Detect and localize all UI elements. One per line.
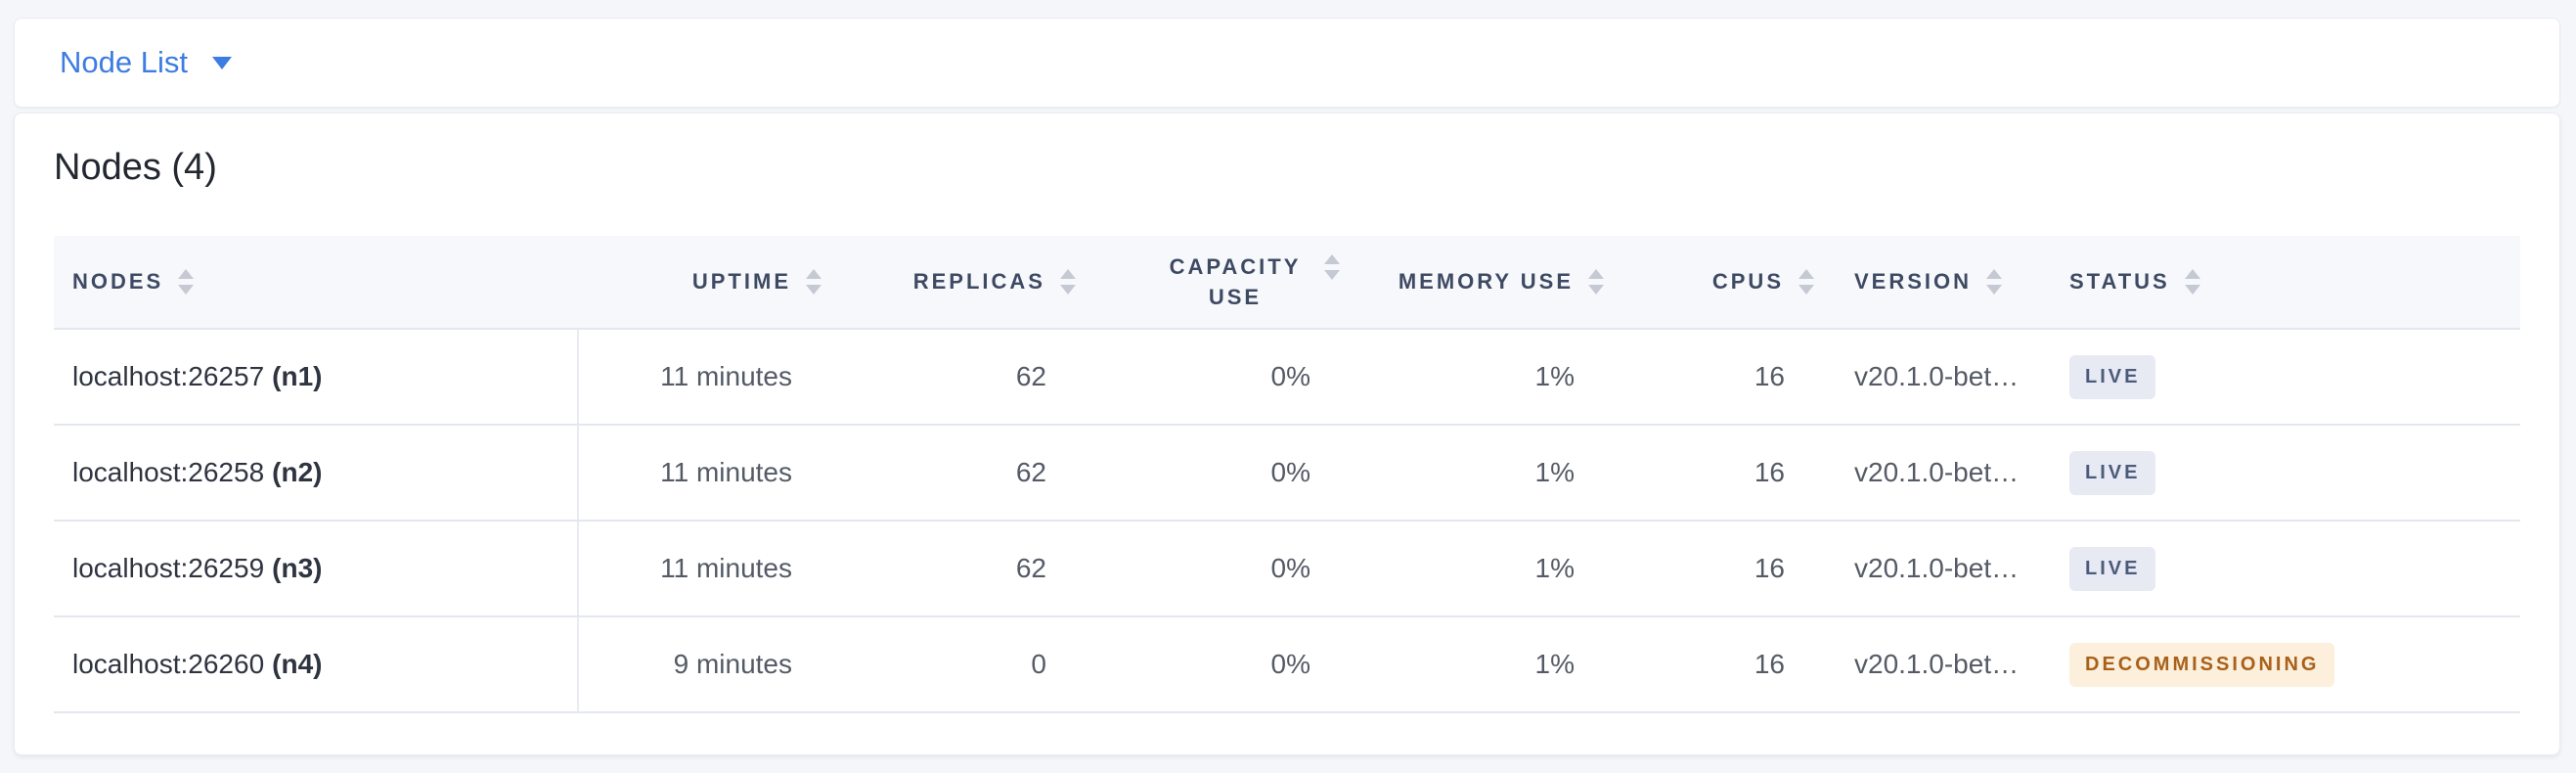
- replicas-cell: 0: [825, 616, 1080, 713]
- status-cell: DECOMMISSIONING: [2048, 616, 2520, 713]
- column-label: UPTIME: [691, 269, 791, 294]
- sort-arrows-icon: [2184, 269, 2200, 295]
- column-label: MEMORY USE: [1398, 269, 1574, 294]
- capacity-use-cell: 0%: [1080, 616, 1344, 713]
- version-cell: v20.1.0-bet…: [1818, 616, 2048, 713]
- sort-button-memory-use[interactable]: MEMORY USE: [1344, 236, 1608, 328]
- sort-arrows-icon: [806, 269, 822, 295]
- column-header-capacity-use: CAPACITY USE: [1080, 236, 1344, 330]
- column-label: NODES: [72, 269, 164, 294]
- sort-arrows-icon: [1324, 254, 1340, 280]
- node-address: localhost:26259: [72, 553, 265, 583]
- uptime-cell: 11 minutes: [578, 425, 825, 522]
- replicas-cell: 62: [825, 329, 1080, 426]
- column-header-uptime: UPTIME: [578, 236, 825, 330]
- version-cell: v20.1.0-bet…: [1818, 329, 2048, 426]
- column-header-version: VERSION: [1818, 236, 2048, 330]
- view-dropdown-label: Node List: [60, 45, 188, 79]
- column-header-memory-use: MEMORY USE: [1344, 236, 1608, 330]
- cpus-cell: 16: [1608, 425, 1818, 522]
- node-id: (n3): [272, 553, 323, 583]
- column-label: REPLICAS: [912, 269, 1045, 294]
- uptime-cell: 11 minutes: [578, 329, 825, 426]
- table-header-row: NODES UPTIME REPLICAS: [54, 236, 2520, 330]
- column-label: STATUS: [2069, 269, 2170, 294]
- status-badge: LIVE: [2069, 450, 2156, 495]
- node-address-cell[interactable]: localhost:26260 (n4): [54, 616, 579, 713]
- table-row: localhost:26260 (n4) 9 minutes 0 0% 1% 16…: [54, 616, 2520, 713]
- chevron-down-icon: [211, 56, 232, 69]
- sort-button-replicas[interactable]: REPLICAS: [825, 236, 1080, 328]
- capacity-use-cell: 0%: [1080, 425, 1344, 522]
- status-badge: DECOMMISSIONING: [2069, 642, 2335, 687]
- column-header-replicas: REPLICAS: [825, 236, 1080, 330]
- capacity-use-cell: 0%: [1080, 329, 1344, 426]
- table-row: localhost:26258 (n2) 11 minutes 62 0% 1% …: [54, 425, 2520, 522]
- capacity-use-cell: 0%: [1080, 521, 1344, 617]
- memory-use-cell: 1%: [1344, 521, 1608, 617]
- node-address-cell[interactable]: localhost:26257 (n1): [54, 329, 579, 426]
- column-label: CPUS: [1711, 269, 1784, 294]
- node-id: (n2): [272, 457, 323, 487]
- nodes-table: NODES UPTIME REPLICAS: [54, 236, 2520, 713]
- node-address: localhost:26260: [72, 649, 265, 679]
- table-row: localhost:26257 (n1) 11 minutes 62 0% 1% …: [54, 329, 2520, 426]
- uptime-cell: 11 minutes: [578, 521, 825, 617]
- page-title: Nodes (4): [54, 147, 217, 188]
- view-selector-bar: Node List: [14, 18, 2560, 108]
- node-address-cell[interactable]: localhost:26258 (n2): [54, 425, 579, 522]
- sort-arrows-icon: [1986, 269, 2003, 295]
- sort-button-nodes[interactable]: NODES: [54, 236, 578, 328]
- sort-arrows-icon: [178, 269, 195, 295]
- nodes-card: Nodes (4) NODES UPTIME: [14, 113, 2560, 755]
- memory-use-cell: 1%: [1344, 616, 1608, 713]
- node-address: localhost:26258: [72, 457, 265, 487]
- column-label: VERSION: [1854, 269, 1973, 294]
- sort-button-cpus[interactable]: CPUS: [1608, 236, 1818, 328]
- column-header-nodes: NODES: [54, 236, 578, 330]
- replicas-cell: 62: [825, 425, 1080, 522]
- node-address-cell[interactable]: localhost:26259 (n3): [54, 521, 579, 617]
- sort-arrows-icon: [1060, 269, 1076, 295]
- cpus-cell: 16: [1608, 329, 1818, 426]
- memory-use-cell: 1%: [1344, 425, 1608, 522]
- status-badge: LIVE: [2069, 354, 2156, 399]
- status-cell: LIVE: [2048, 425, 2520, 522]
- sort-arrows-icon: [1799, 269, 1814, 295]
- node-address: localhost:26257: [72, 361, 265, 391]
- status-cell: LIVE: [2048, 329, 2520, 426]
- sort-button-capacity-use[interactable]: CAPACITY USE: [1080, 236, 1344, 328]
- column-header-status: STATUS: [2048, 236, 2520, 330]
- column-label: CAPACITY USE: [1169, 254, 1302, 309]
- sort-button-uptime[interactable]: UPTIME: [578, 236, 825, 328]
- cpus-cell: 16: [1608, 521, 1818, 617]
- status-badge: LIVE: [2069, 546, 2156, 591]
- node-id: (n4): [272, 649, 323, 679]
- sort-button-status[interactable]: STATUS: [2048, 236, 2520, 328]
- status-cell: LIVE: [2048, 521, 2520, 617]
- uptime-cell: 9 minutes: [578, 616, 825, 713]
- sort-button-version[interactable]: VERSION: [1818, 236, 2048, 328]
- sort-arrows-icon: [1588, 269, 1604, 295]
- view-dropdown[interactable]: Node List: [60, 45, 233, 80]
- table-row: localhost:26259 (n3) 11 minutes 62 0% 1% …: [54, 521, 2520, 617]
- version-cell: v20.1.0-bet…: [1818, 425, 2048, 522]
- node-id: (n1): [272, 361, 323, 391]
- version-cell: v20.1.0-bet…: [1818, 521, 2048, 617]
- memory-use-cell: 1%: [1344, 329, 1608, 426]
- cpus-cell: 16: [1608, 616, 1818, 713]
- column-header-cpus: CPUS: [1608, 236, 1818, 330]
- replicas-cell: 62: [825, 521, 1080, 617]
